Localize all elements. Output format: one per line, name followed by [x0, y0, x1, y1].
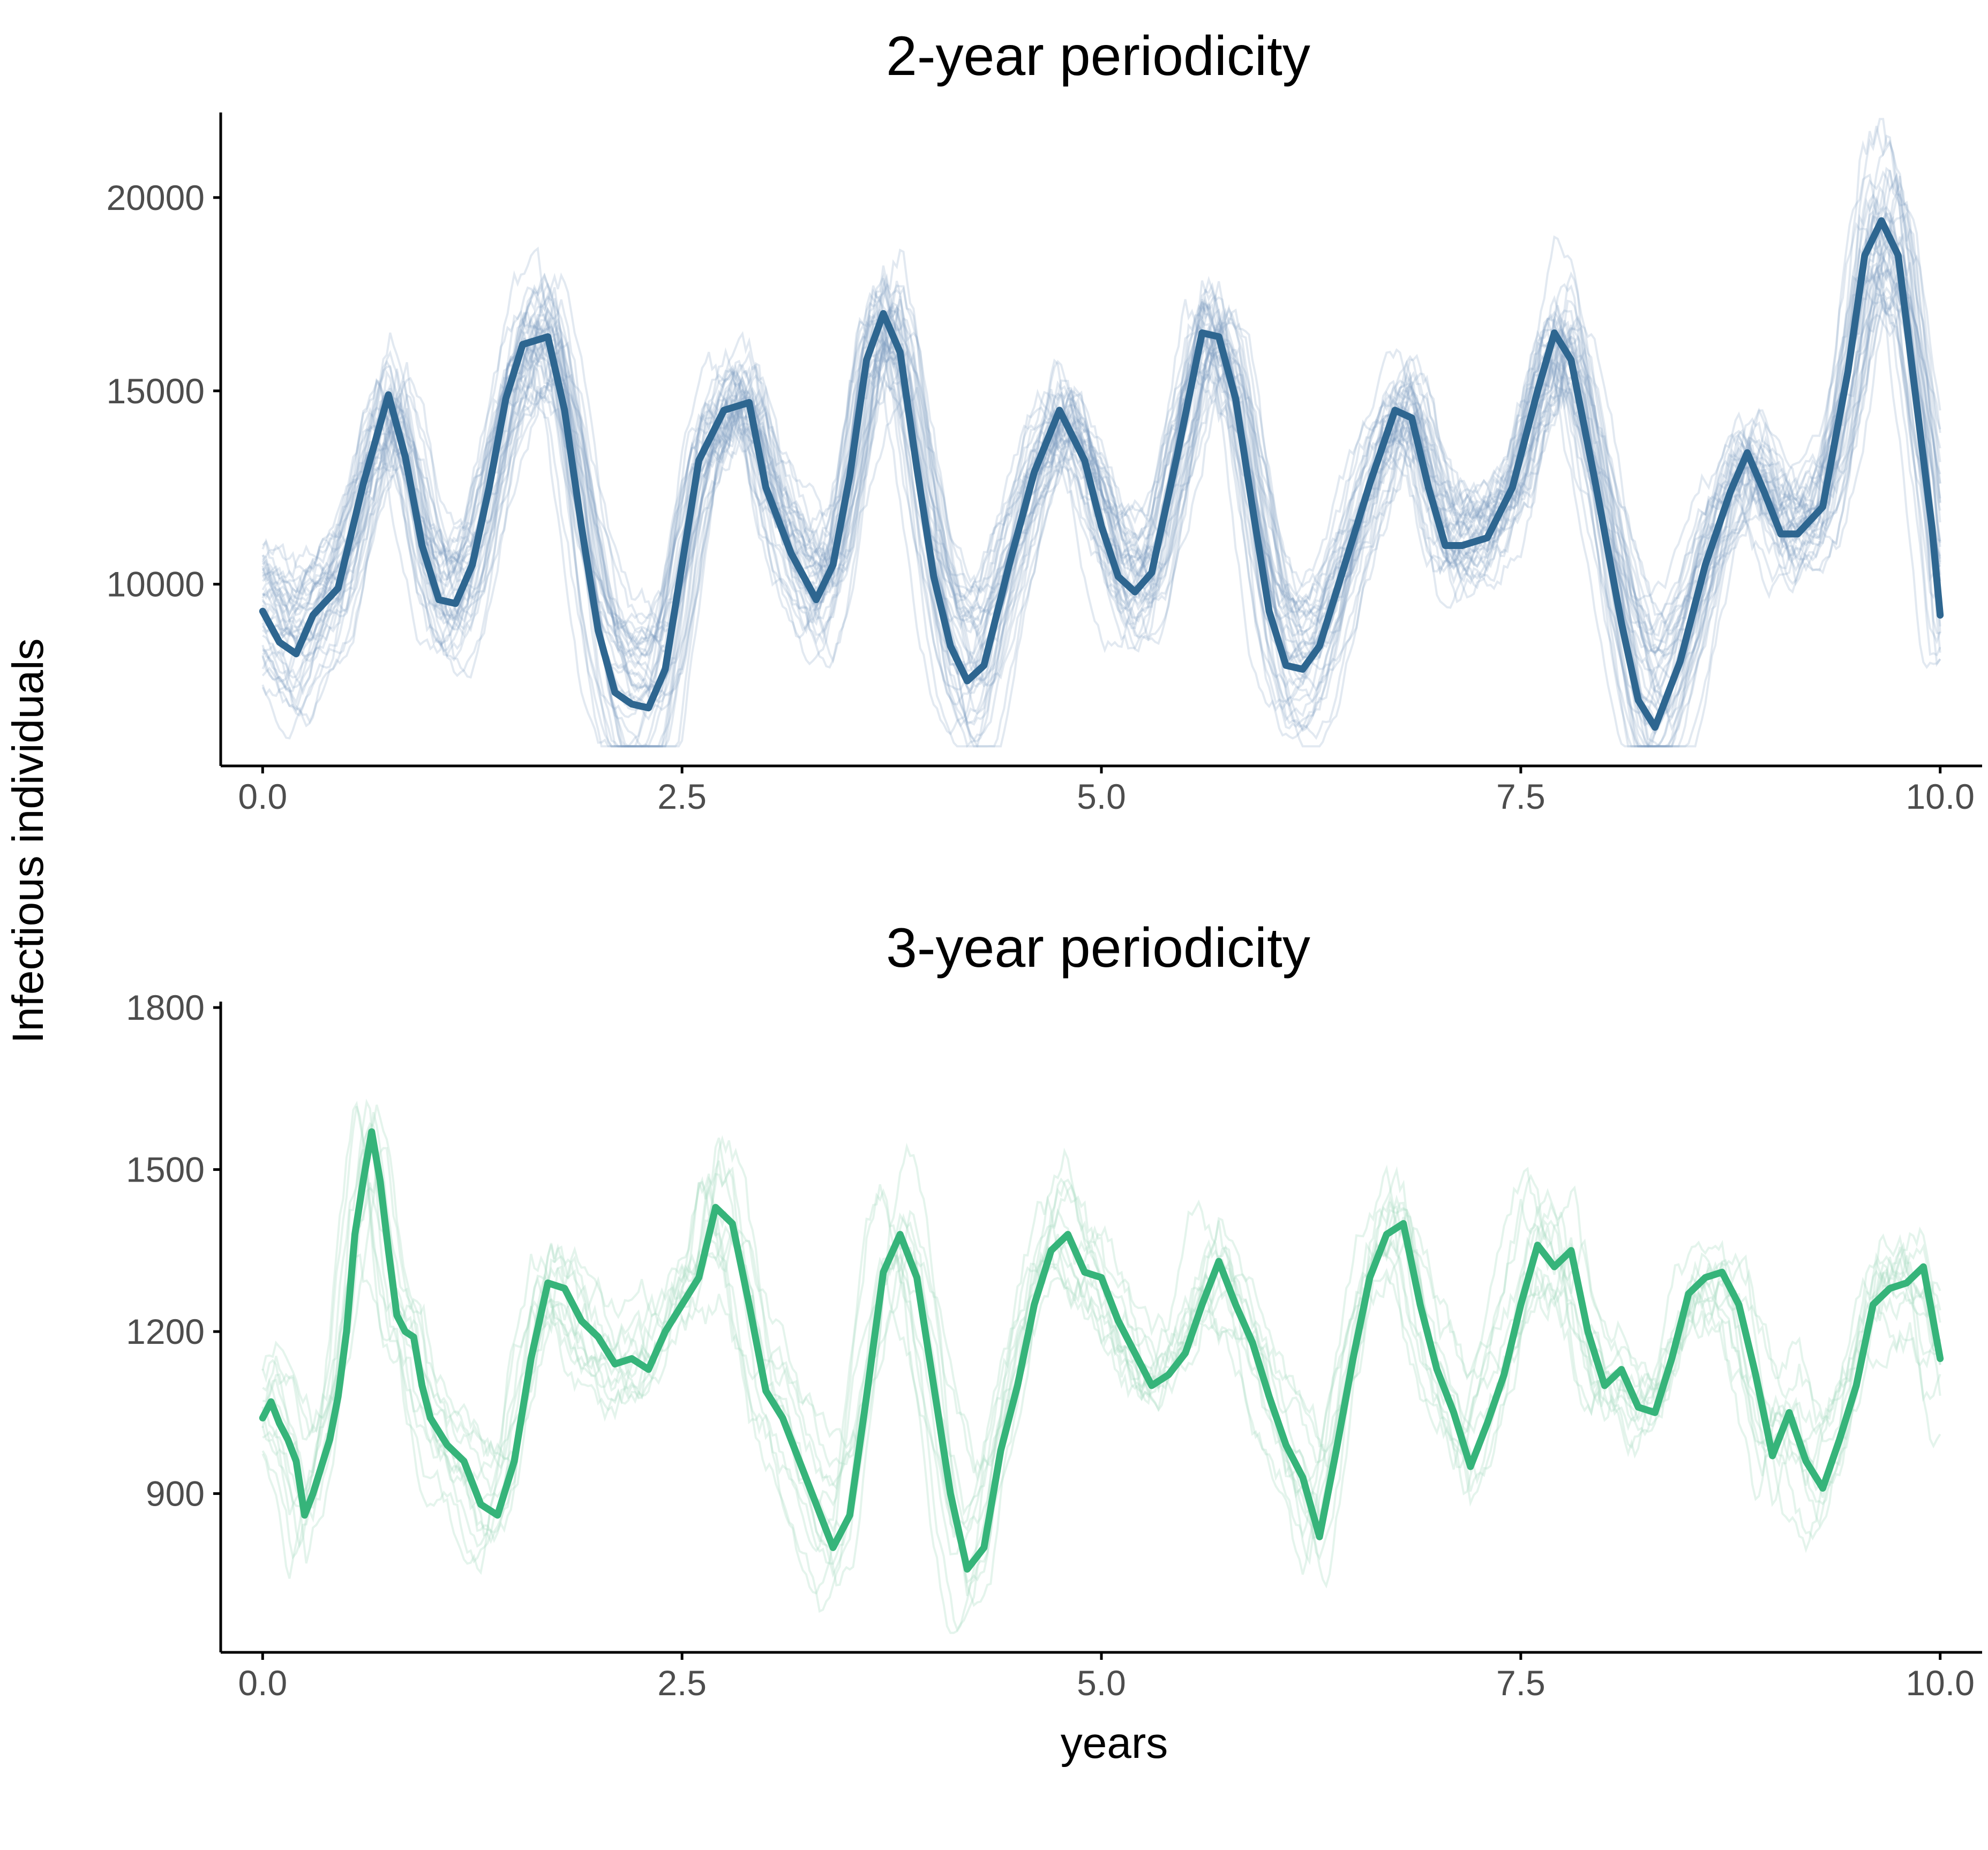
ensemble-trajectory [261, 272, 1941, 711]
y-axis-title: Infectious individuals [4, 638, 52, 1044]
x-tick-label: 5.0 [1077, 1663, 1126, 1703]
ensemble-trajectory [261, 1101, 1941, 1634]
x-tick-label: 2.5 [657, 1663, 707, 1703]
ensemble-trajectory [262, 170, 1941, 748]
ensemble-trajectory [261, 1104, 1941, 1607]
ensemble-trajectory [261, 183, 1941, 748]
x-tick-label: 0.0 [238, 1663, 287, 1703]
ensemble-trajectory [261, 232, 1941, 633]
x-tick-label: 7.5 [1496, 777, 1546, 816]
panel-bottom-axes: 0.0 2.5 5.0 7.5 10.0 900 1200 1500 1800 [126, 988, 1982, 1703]
y-tick-label: 1200 [126, 1312, 205, 1351]
ensemble-trajectory [261, 225, 1941, 657]
x-tick-label: 0.0 [238, 777, 287, 816]
ensemble-trajectory [261, 125, 1941, 748]
panel-top-highlight-line [259, 217, 1944, 731]
highlight-trajectory [259, 1128, 1944, 1573]
ensemble-trajectory [262, 211, 1941, 686]
ensemble-trajectory [261, 273, 1941, 652]
ensemble-trajectory [261, 118, 1941, 748]
panel-bottom-highlight-line [259, 1128, 1944, 1573]
y-tick-label: 10000 [106, 565, 205, 604]
panel-bottom: 3-year periodicity 0.0 2.5 5.0 7.5 10.0 900 12… [126, 917, 1982, 1703]
x-tick-label: 10.0 [1906, 777, 1974, 816]
ensemble-trajectory [261, 282, 1941, 635]
ensemble-trajectory [261, 297, 1941, 657]
x-tick-label: 2.5 [657, 777, 707, 816]
x-tick-label: 5.0 [1077, 777, 1126, 816]
ensemble-trajectory [261, 1182, 1941, 1516]
ensemble-trajectory [261, 247, 1941, 657]
ensemble-trajectory [261, 262, 1941, 656]
ensemble-trajectory [261, 291, 1941, 655]
ensemble-trajectory [261, 176, 1941, 718]
y-tick-label: 20000 [106, 178, 205, 217]
ensemble-trajectory [261, 173, 1941, 748]
y-tick-label: 900 [146, 1474, 205, 1514]
ensemble-trajectory [261, 197, 1941, 748]
panel-top-title: 2-year periodicity [886, 25, 1310, 87]
panel-bottom-title: 3-year periodicity [886, 917, 1310, 979]
ensemble-trajectory [262, 167, 1941, 748]
x-axis-title: years [1061, 1719, 1168, 1768]
y-tick-label: 1800 [126, 988, 205, 1027]
x-tick-label: 10.0 [1906, 1663, 1974, 1703]
x-tick-label: 7.5 [1496, 1663, 1546, 1703]
panel-bottom-ensemble-lines [261, 1099, 1941, 1634]
ensemble-trajectory [262, 251, 1941, 704]
ensemble-trajectory [261, 286, 1941, 660]
panel-top: 2-year periodicity 0.0 2.5 5.0 7.5 10.0 10000… [106, 25, 1982, 816]
y-tick-label: 1500 [126, 1150, 205, 1190]
ensemble-trajectory [261, 228, 1941, 725]
ensemble-trajectory [261, 235, 1941, 748]
panel-top-ensemble-lines [261, 118, 1941, 748]
ensemble-trajectory [262, 1148, 1941, 1532]
ensemble-trajectory [261, 1122, 1941, 1597]
ensemble-trajectory [262, 306, 1941, 647]
y-tick-label: 15000 [106, 371, 205, 411]
ensemble-trajectory [261, 284, 1941, 731]
panel-top-axes: 0.0 2.5 5.0 7.5 10.0 10000 15000 20000 [106, 112, 1982, 816]
highlight-trajectory [259, 217, 1944, 731]
